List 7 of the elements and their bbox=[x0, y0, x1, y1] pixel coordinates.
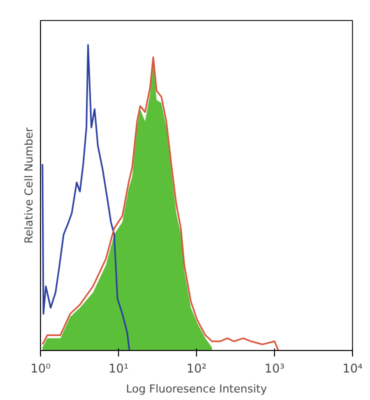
x-tick-label: 10⁰ bbox=[30, 362, 51, 376]
x-tick-label: 10¹ bbox=[108, 362, 129, 376]
y-axis-title: Relative Cell Number bbox=[22, 126, 36, 244]
x-tick-label: 10² bbox=[186, 362, 207, 376]
x-tick-label: 10⁴ bbox=[342, 362, 363, 376]
x-tick-label: 10³ bbox=[264, 362, 285, 376]
x-axis-title: Log Fluoresence Intensity bbox=[126, 382, 268, 396]
